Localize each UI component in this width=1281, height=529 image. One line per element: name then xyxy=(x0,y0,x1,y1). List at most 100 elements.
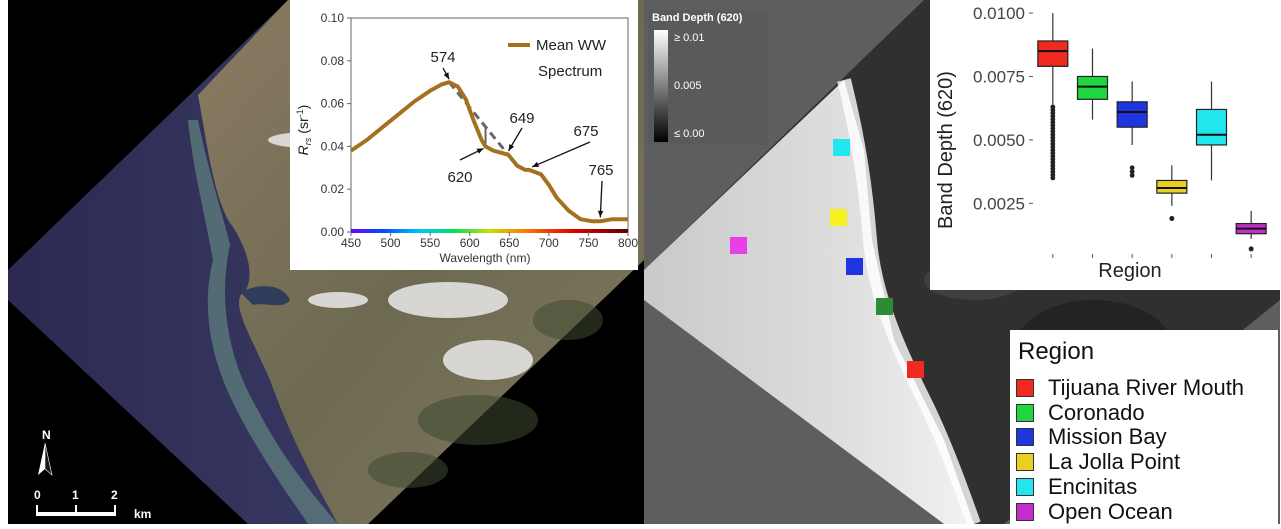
boxplot-inset: 0.0025 0.0050 0.0075 0.0100 Region Band Dep… xyxy=(930,0,1281,290)
boxplot-box xyxy=(1156,179,1188,194)
spectrum-x-tick-label: 550 xyxy=(420,236,440,250)
spectrum-legend-line1: Mean WW xyxy=(536,37,607,54)
spectrum-y-axis-label: Rrs (sr-1) xyxy=(295,105,313,156)
spectrum-y-tick-label: 0.06 xyxy=(321,97,345,111)
region-legend: Region Tijuana River Mouth Coronado Missio… xyxy=(1010,330,1278,524)
spectrum-x-tick-label: 600 xyxy=(460,236,480,250)
spectrum-annotation-label: 675 xyxy=(573,123,598,140)
spectrum-x-tick-label: 700 xyxy=(539,236,559,250)
boxplot-y-tick-label: 0.0100 xyxy=(973,4,1025,23)
spectrum-y-axis-label-sub: rs xyxy=(303,137,313,145)
spectrum-y-tick-label: 0.04 xyxy=(321,139,345,153)
spectrum-annotation-label: 649 xyxy=(509,110,534,127)
spectrum-annotation-arrowhead xyxy=(443,72,450,80)
region-legend-swatch xyxy=(1016,428,1034,447)
region-legend-label: Mission Bay xyxy=(1048,424,1167,450)
boxplot-y-axis-label: Band Depth (620) xyxy=(935,71,957,229)
spectrum-x-tick-label: 450 xyxy=(341,236,361,250)
region-legend-item: Open Ocean xyxy=(1016,498,1173,524)
boxplot-y-tick-label: 0.0025 xyxy=(973,194,1025,213)
region-legend-swatch xyxy=(1016,453,1034,472)
region-legend-label: Coronado xyxy=(1048,399,1145,425)
spectrum-chart: 450 500 550 600 650 700 750 800 0.00 0.02 0.04 0.06… xyxy=(295,11,638,265)
scale-label-0: 0 xyxy=(34,488,41,502)
boxplot-outlier xyxy=(1248,246,1254,252)
boxplot-x-axis-label: Region xyxy=(1098,260,1161,282)
region-legend-label: La Jolla Point xyxy=(1048,449,1181,475)
scale-tick-1 xyxy=(75,505,77,516)
spectrum-continuum-line xyxy=(447,81,510,156)
boxplot-box xyxy=(1116,101,1148,128)
scale-tick-2 xyxy=(114,505,116,516)
region-legend-item: Mission Bay xyxy=(1016,424,1167,450)
spectrum-annotation-arrowhead xyxy=(476,148,484,154)
boxplot-outlier xyxy=(1129,169,1135,174)
scale-label-2: 2 xyxy=(111,488,118,502)
region-legend-item: Coronado xyxy=(1016,399,1145,425)
map-marker-tijuana-river-mouth xyxy=(907,361,924,378)
region-legend-label: Tijuana River Mouth xyxy=(1048,375,1245,400)
spectrum-y-axis-label-unit-close: ) xyxy=(295,105,311,110)
region-legend-swatch xyxy=(1016,403,1034,422)
boxplot-plot-area xyxy=(1033,8,1271,254)
spectrum-chart-inset: 450 500 550 600 650 700 750 800 0.00 0.02 0.04 0.06… xyxy=(290,0,638,270)
boxplot-chart: 0.0025 0.0050 0.0075 0.0100 Region Band Dep… xyxy=(935,4,1271,282)
map-marker-open-ocean xyxy=(730,237,747,254)
region-legend-item: Encinitas xyxy=(1016,473,1138,499)
scale-tick-0 xyxy=(36,505,38,516)
region-legend-label: Open Ocean xyxy=(1048,498,1173,524)
map-marker-la-jolla-point xyxy=(830,209,847,226)
scale-bar: N 0 1 2 km xyxy=(30,425,160,524)
boxplot-y-tick-label: 0.0050 xyxy=(973,131,1025,150)
spectrum-annotation-label: 765 xyxy=(588,162,613,179)
spectrum-annotation-arrowhead xyxy=(532,161,540,167)
spectrum-annotation-arrow xyxy=(531,141,591,168)
band-depth-colorbar xyxy=(654,30,668,142)
spectrum-x-tick-label: 800 xyxy=(618,236,638,250)
region-legend-swatch xyxy=(1016,379,1034,397)
region-legend-item: La Jolla Point xyxy=(1016,449,1181,475)
spectrum-y-axis-label-unit-sup: -1 xyxy=(295,109,305,117)
scale-bar-graphic: N xyxy=(36,428,116,516)
north-label: N xyxy=(42,428,51,442)
boxplot-outlier xyxy=(1129,172,1135,178)
band-depth-colorbar-title: Band Depth (620) xyxy=(652,12,743,24)
region-legend-swatch xyxy=(1016,502,1034,521)
region-legend-item: Tijuana River Mouth xyxy=(1016,375,1245,400)
spectrum-y-tick-label: 0.00 xyxy=(321,225,345,239)
spectrum-y-tick-label: 0.08 xyxy=(321,54,345,68)
boxplot-outlier xyxy=(1050,104,1056,110)
boxplot-outlier xyxy=(1169,216,1175,221)
spectrum-x-tick-label: 650 xyxy=(499,236,519,250)
map-marker-coronado xyxy=(876,298,893,315)
spectrum-annotation-label: 574 xyxy=(430,49,455,66)
spectrum-y-tick-label: 0.10 xyxy=(321,11,345,25)
band-depth-colorbar-min: ≤ 0.00 xyxy=(674,128,705,140)
spectrum-x-tick-label: 750 xyxy=(578,236,598,250)
region-legend-title: Region xyxy=(1018,338,1095,365)
spectrum-y-axis-label-main: R xyxy=(295,145,311,155)
spectrum-annotation-label: 620 xyxy=(447,169,472,186)
scale-label-1: 1 xyxy=(72,488,79,502)
north-arrow-icon xyxy=(38,443,45,475)
scale-unit: km xyxy=(134,507,152,521)
spectrum-wavelength-color-bar xyxy=(351,229,628,233)
region-legend-swatch xyxy=(1016,477,1034,496)
spectrum-annotation-arrowhead xyxy=(597,210,604,218)
boxplot-outlier xyxy=(1129,165,1135,171)
spectrum-annotation-arrowhead xyxy=(508,144,515,151)
region-legend-label: Encinitas xyxy=(1048,473,1138,499)
spectrum-series-line xyxy=(349,80,628,224)
band-depth-colorbar-max: ≥ 0.01 xyxy=(674,32,705,44)
spectrum-x-axis-label: Wavelength (nm) xyxy=(440,251,531,265)
band-depth-colorbar-legend: Band Depth (620) ≥ 0.01 0.005 ≤ 0.00 xyxy=(648,10,768,145)
boxplot-box xyxy=(1037,40,1069,67)
spectrum-x-tick-label: 500 xyxy=(381,236,401,250)
boxplot-box xyxy=(1076,75,1109,100)
band-depth-colorbar-mid: 0.005 xyxy=(674,80,702,92)
spectrum-y-tick-label: 0.02 xyxy=(321,182,345,196)
map-marker-encinitas xyxy=(833,139,850,156)
boxplot-box xyxy=(1195,108,1228,146)
boxplot-y-tick-label: 0.0075 xyxy=(973,67,1025,86)
spectrum-y-axis-label-unit: (sr xyxy=(295,117,311,134)
